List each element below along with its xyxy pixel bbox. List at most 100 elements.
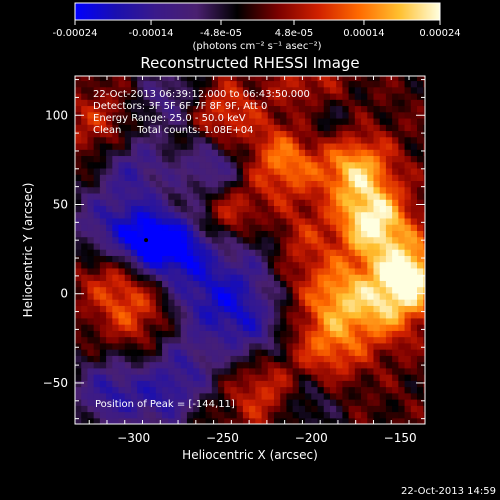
heatmap-cell — [186, 267, 194, 275]
heatmap-cell — [423, 405, 425, 413]
heatmap-cell — [199, 317, 207, 325]
heatmap-cell — [361, 311, 368, 319]
heatmap-cell — [168, 99, 176, 107]
heatmap-cell — [336, 361, 343, 369]
heatmap-cell — [385, 311, 393, 319]
heatmap-cell — [199, 380, 207, 388]
heatmap-cell — [311, 142, 319, 150]
heatmap-cell — [205, 267, 213, 275]
heatmap-cell — [99, 130, 107, 138]
heatmap-cell — [379, 342, 387, 350]
heatmap-cell — [230, 355, 238, 363]
heatmap-cell — [404, 149, 412, 157]
heatmap-cell — [286, 355, 294, 363]
heatmap-cell — [81, 399, 89, 406]
heatmap-cell — [305, 230, 312, 238]
heatmap-cell — [180, 230, 188, 238]
heatmap-cell — [286, 380, 294, 388]
heatmap-cell — [255, 374, 263, 381]
heatmap-cell — [348, 261, 356, 269]
heatmap-cell — [130, 317, 138, 325]
heatmap-cell — [112, 230, 120, 238]
heatmap-cell — [329, 205, 337, 213]
heatmap-cell — [342, 361, 350, 369]
heatmap-cell — [410, 417, 418, 424]
heatmap-cell — [242, 167, 250, 175]
heatmap-cell — [93, 142, 101, 150]
heatmap-cell — [218, 286, 225, 294]
heatmap-cell — [261, 230, 269, 238]
heatmap-cell — [236, 80, 244, 88]
heatmap-cell — [398, 405, 406, 413]
heatmap-cell — [124, 192, 132, 200]
heatmap-cell — [137, 417, 144, 424]
heatmap-cell — [379, 236, 387, 244]
heatmap-cell — [417, 255, 424, 263]
heatmap-cell — [99, 399, 107, 406]
heatmap-cell — [280, 199, 288, 206]
heatmap-cell — [87, 161, 95, 169]
heatmap-cell — [137, 292, 144, 300]
heatmap-cell — [417, 211, 424, 219]
heatmap-cell — [249, 355, 256, 363]
heatmap-cell — [280, 411, 288, 419]
heatmap-cell — [168, 261, 176, 269]
heatmap-cell — [348, 299, 356, 306]
heatmap-cell — [93, 217, 101, 225]
heatmap-cell — [417, 405, 424, 413]
heatmap-cell — [267, 124, 275, 132]
heatmap-cell — [130, 161, 138, 169]
heatmap-cell — [348, 117, 356, 125]
heatmap-cell — [180, 117, 188, 125]
heatmap-cell — [348, 255, 356, 263]
heatmap-cell — [404, 349, 412, 356]
heatmap-cell — [348, 105, 356, 113]
heatmap-cell — [236, 155, 244, 163]
heatmap-cell — [99, 192, 107, 200]
heatmap-cell — [143, 180, 151, 188]
heatmap-cell — [298, 174, 306, 181]
heatmap-cell — [329, 149, 337, 157]
heatmap-cell — [367, 386, 375, 394]
heatmap-cell — [385, 267, 393, 275]
heatmap-cell — [261, 274, 269, 281]
heatmap-cell — [385, 205, 393, 213]
heatmap-cell — [367, 361, 375, 369]
heatmap-cell — [137, 324, 144, 331]
heatmap-cell — [417, 286, 424, 294]
heatmap-cell — [249, 374, 256, 381]
heatmap-cell — [249, 192, 256, 200]
heatmap-cell — [124, 111, 132, 119]
heatmap-cell — [298, 136, 306, 144]
heatmap-cell — [118, 76, 126, 82]
heatmap-cell — [336, 199, 343, 206]
heatmap-cell — [230, 417, 238, 424]
heatmap-cell — [392, 149, 399, 157]
heatmap-cell — [106, 349, 113, 356]
heatmap-cell — [193, 249, 200, 256]
heatmap-cell — [423, 199, 425, 206]
heatmap-cell — [385, 355, 393, 363]
heatmap-cell — [323, 167, 331, 175]
heatmap-cell — [373, 180, 381, 188]
heatmap-cell — [249, 80, 256, 88]
heatmap-cell — [230, 117, 238, 125]
heatmap-cell — [361, 192, 368, 200]
heatmap-cell — [224, 311, 232, 319]
heatmap-cell — [423, 167, 425, 175]
heatmap-cell — [168, 167, 176, 175]
heatmap-cell — [329, 392, 337, 400]
heatmap-cell — [118, 211, 126, 219]
heatmap-cell — [230, 405, 238, 413]
heatmap-cell — [174, 111, 182, 119]
heatmap-cell — [267, 336, 275, 344]
heatmap-cell — [230, 236, 238, 244]
heatmap-cell — [193, 161, 200, 169]
heatmap-cell — [311, 399, 319, 406]
heatmap-cell — [199, 242, 207, 250]
heatmap-cell — [255, 324, 263, 331]
heatmap-cell — [423, 292, 425, 300]
heatmap-cell — [298, 105, 306, 113]
heatmap-cell — [218, 142, 225, 150]
heatmap-cell — [236, 130, 244, 138]
